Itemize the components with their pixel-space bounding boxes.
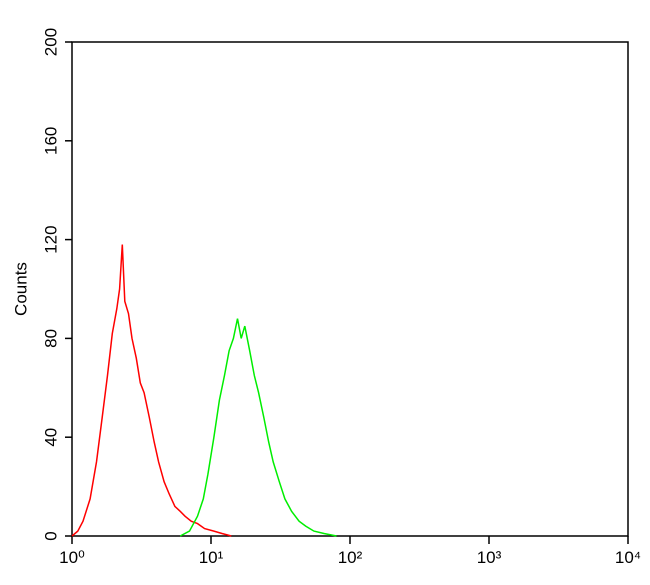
histogram-line: [71, 244, 232, 537]
y-tick-label: 160: [41, 127, 60, 155]
y-tick-label: 120: [41, 225, 60, 253]
x-tick-label: 10²: [338, 548, 363, 567]
y-axis-label: Counts: [11, 262, 30, 316]
x-tick-label: 10¹: [199, 548, 224, 567]
y-tick-label: 200: [41, 28, 60, 56]
y-tick-label: 80: [41, 329, 60, 348]
y-tick-label: 40: [41, 428, 60, 447]
x-tick-label: 10⁴: [615, 548, 641, 567]
plot-frame: [71, 41, 629, 537]
histogram-line: [179, 318, 337, 537]
y-tick-label: 0: [41, 531, 60, 540]
x-tick-label: 10³: [477, 548, 502, 567]
x-tick-label: 10⁰: [59, 548, 85, 567]
